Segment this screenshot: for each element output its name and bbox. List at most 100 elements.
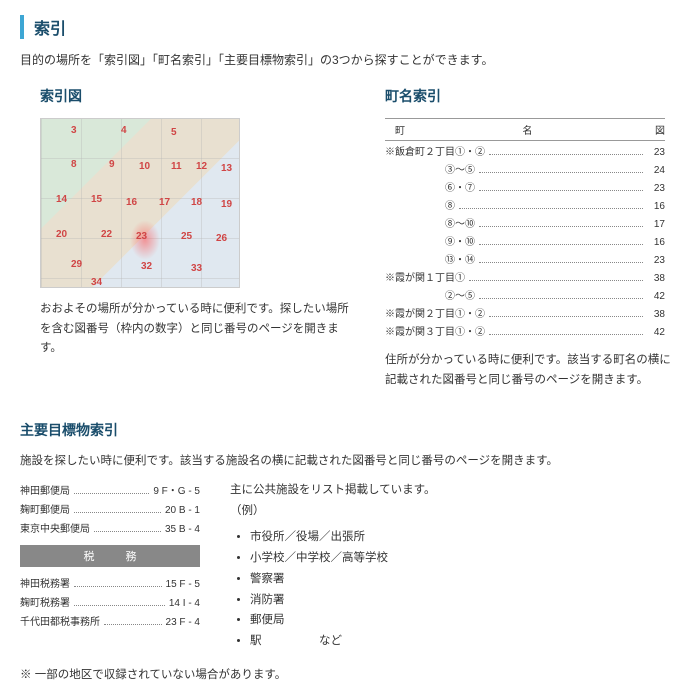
list-item: 小学校／中学校／高等学校 [250,548,436,569]
town-label: ⑧〜⑩ [385,215,475,230]
landmark-ref: 14 I - 4 [169,598,200,609]
town-row: ③〜⑤ 24 [385,159,665,177]
map-grid-number: 11 [171,161,182,172]
landmark-row: 麹町税務署 14 I - 4 [20,592,200,611]
town-page: 23 [647,147,665,158]
map-grid-number: 9 [109,159,115,170]
leader-dots [479,226,643,227]
town-index-table: 町 名 図 ※飯倉町２丁目①・② 23 ③〜⑤ 24 ⑥・⑦ 23 ⑧ 16 ⑧〜⑩ 17… [385,118,665,339]
map-grid-number: 12 [196,161,207,172]
town-page: 23 [647,255,665,266]
map-grid-number: 14 [56,194,67,205]
landmark-name: 麹町税務署 [20,594,70,609]
landmark-name: 神田郵便局 [20,482,70,497]
map-grid-number: 20 [56,229,67,240]
map-grid-number: 22 [101,229,112,240]
town-label: ※霞が関３丁目①・② [385,323,485,338]
town-page: 17 [647,219,665,230]
map-grid-number: 4 [121,125,127,136]
list-item: 市役所／役場／出張所 [250,527,436,548]
town-label: ⑨・⑩ [385,233,475,248]
town-label: ⑥・⑦ [385,179,475,194]
landmark-example-list: 市役所／役場／出張所小学校／中学校／高等学校警察署消防署郵便局駅 など [230,527,436,651]
map-grid-number: 26 [216,233,227,244]
town-label: ⑧ [385,197,455,212]
town-page: 16 [647,237,665,248]
two-column-row: 索引図 345891011121314151617181920222325262… [20,86,680,390]
map-grid-number: 25 [181,231,192,242]
town-label: ※飯倉町２丁目①・② [385,143,485,158]
leader-dots [74,605,165,606]
landmark-name: 麹町郵便局 [20,501,70,516]
list-item: 郵便局 [250,610,436,631]
map-grid-number: 17 [159,197,170,208]
landmark-ref: 23 F - 4 [166,617,200,628]
landmark-name: 神田税務署 [20,575,70,590]
town-label: ※霞が関１丁目① [385,269,465,284]
town-row: ②〜⑤42 [385,285,665,303]
map-grid-number: 5 [171,127,177,138]
landmark-row: 神田税務署15 F - 5 [20,573,200,592]
landmark-lead: 主に公共施設をリスト掲載しています。 [230,480,436,501]
leader-dots [479,262,643,263]
landmark-ref: 35 B - 4 [165,524,200,535]
landmark-row: 東京中央郵便局 35 B - 4 [20,518,200,537]
map-grid-number: 16 [126,197,137,208]
town-row: ⑬・⑭ 23 [385,249,665,267]
list-item: 警察署 [250,569,436,590]
map-grid-number: 10 [139,161,150,172]
town-index-caption: 住所が分かっている時に便利です。該当する町名の横に記載された図番号と同じ番号のペ… [385,351,680,390]
town-page: 38 [647,273,665,284]
landmark-intro: 施設を探したい時に便利です。該当する施設名の横に記載された図番号と同じ番号のペー… [20,452,680,468]
town-label: ②〜⑤ [385,287,475,302]
town-row: ⑨・⑩ 16 [385,231,665,249]
landmark-name: 東京中央郵便局 [20,520,90,535]
town-label: ③〜⑤ [385,161,475,176]
leader-dots [74,493,149,494]
town-page: 38 [647,309,665,320]
leader-dots [74,512,161,513]
town-page: 16 [647,201,665,212]
leader-dots [479,298,643,299]
town-page: 23 [647,183,665,194]
map-grid-number: 33 [191,263,202,274]
town-label: ⑬・⑭ [385,251,475,266]
leader-dots [459,208,643,209]
map-grid-number: 23 [136,231,147,242]
list-item: 消防署 [250,590,436,611]
map-grid-number: 18 [191,197,202,208]
leader-dots [104,624,162,625]
landmark-index-section: 主要目標物索引 施設を探したい時に便利です。該当する施設名の横に記載された図番号… [20,420,680,682]
landmark-heading: 主要目標物索引 [20,420,680,440]
map-grid-number: 8 [71,159,77,170]
town-row: ※霞が関３丁目①・② 42 [385,321,665,339]
town-page: 42 [647,327,665,338]
landmark-description: 主に公共施設をリスト掲載しています。 （例） 市役所／役場／出張所小学校／中学校… [230,480,436,652]
landmark-columns: 神田郵便局 9 F・G - 5 麹町郵便局 20 B - 1 東京中央郵便局 35 B -… [20,480,680,652]
landmark-note: ※ 一部の地区で収録されていない場合があります。 [20,666,680,682]
page-title: 索引 [20,15,680,39]
town-header-col1: 町 [385,122,415,137]
town-table-header: 町 名 図 [385,118,665,141]
map-index-heading: 索引図 [20,86,350,106]
town-page: 24 [647,165,665,176]
intro-text: 目的の場所を「索引図」「町名索引」「主要目標物索引」の3つから探すことができます… [20,51,680,68]
list-item: 駅 など [250,631,436,652]
town-row: ※飯倉町２丁目①・② 23 [385,141,665,159]
town-index-heading: 町名索引 [385,86,680,106]
leader-dots [489,154,643,155]
map-grid-number: 19 [221,199,232,210]
landmark-row: 麹町郵便局 20 B - 1 [20,499,200,518]
town-header-col2: 名 [415,122,640,137]
landmark-ref: 20 B - 1 [165,505,200,516]
landmark-table: 神田郵便局 9 F・G - 5 麹町郵便局 20 B - 1 東京中央郵便局 35 B -… [20,480,200,652]
town-row: ⑧ 16 [385,195,665,213]
map-grid-number: 13 [221,163,232,174]
leader-dots [469,280,643,281]
town-index-section: 町名索引 町 名 図 ※飯倉町２丁目①・② 23 ③〜⑤ 24 ⑥・⑦ 23 ⑧ 16 … [385,86,680,390]
leader-dots [479,244,643,245]
map-grid-number: 34 [91,277,102,288]
map-index-caption: おおよその場所が分かっている時に便利です。探したい場所を含む図番号（枠内の数字）… [20,300,350,359]
leader-dots [479,190,643,191]
landmark-ref: 9 F・G - 5 [153,482,200,497]
